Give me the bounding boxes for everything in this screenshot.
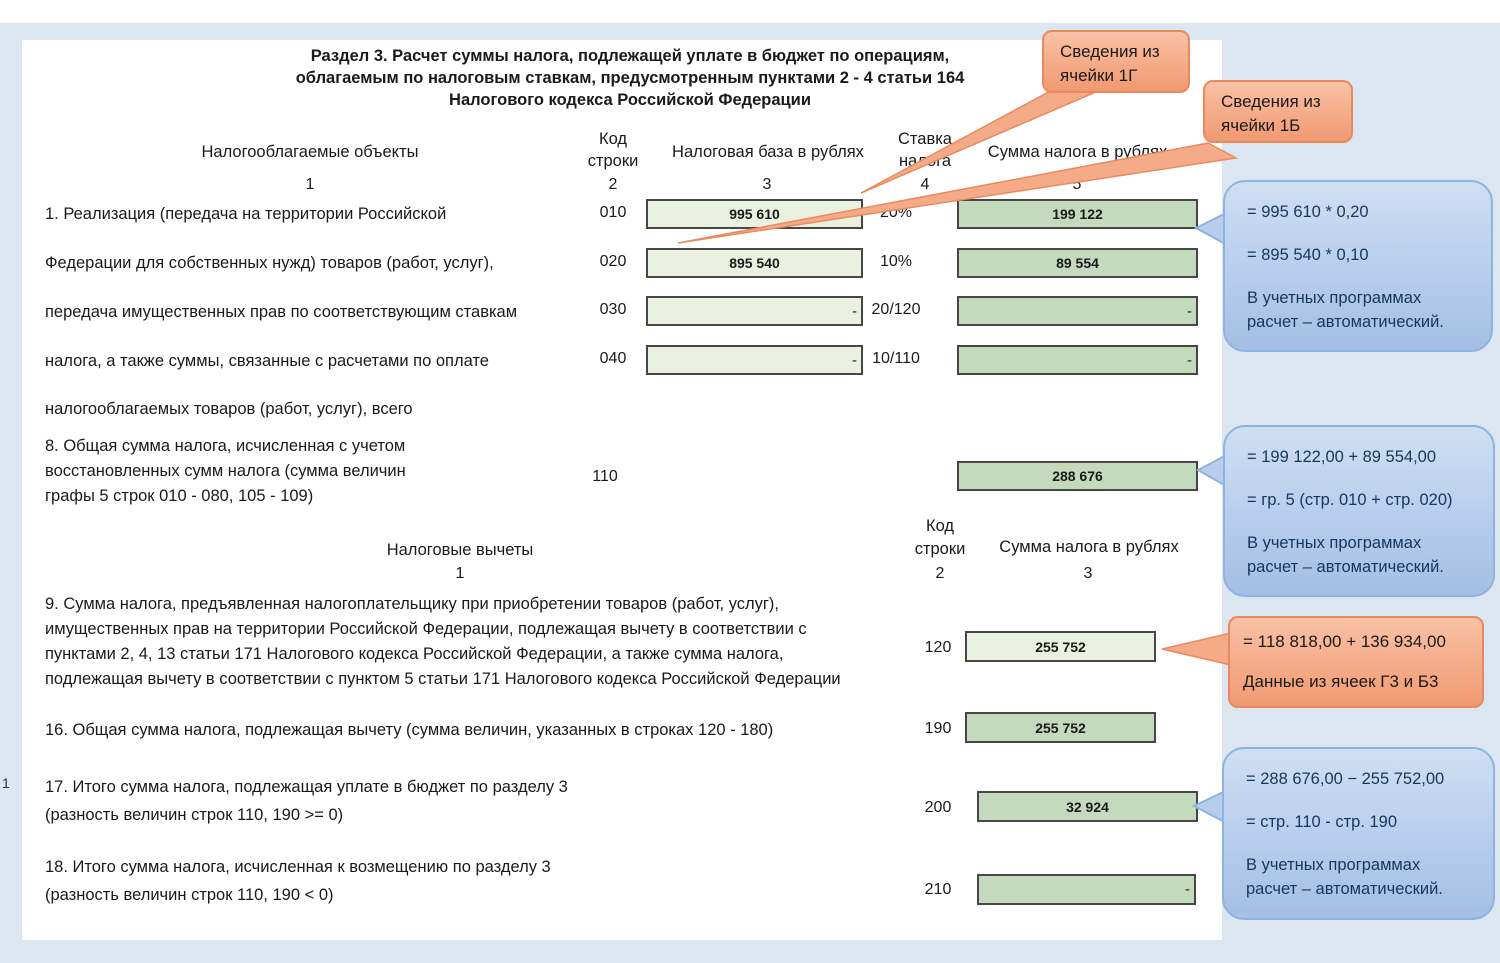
row9-text-line: 9. Сумма налога, предъявленная налогопла…	[45, 595, 780, 613]
section-title: Раздел 3. Расчет суммы налога, подлежаще…	[240, 45, 1020, 111]
callout-cell-1g: Сведения из ячейки 1Г	[1042, 30, 1190, 93]
column-number-2: 2	[935, 565, 945, 582]
field-sum-210[interactable]: -	[977, 874, 1196, 905]
field-base-030[interactable]: -	[646, 296, 863, 326]
tax-rate-030: 20/120	[871, 301, 921, 318]
row8-text-line: графы 5 строк 010 - 080, 105 - 109)	[45, 487, 314, 505]
row9-text-line: имущественных прав на территории Российс…	[45, 620, 807, 638]
row17-text-line: 17. Итого сумма налога, подлежащая уплат…	[45, 778, 568, 796]
row1-text-line: 1. Реализация (передача на территории Ро…	[45, 205, 447, 223]
row8-text-line: восстановленных сумм налога (сумма велич…	[45, 462, 406, 480]
row9-text-block: 9. Сумма налога, предъявленная налогопла…	[45, 592, 841, 692]
section-title-line: облагаемым по налоговым ставкам, предусм…	[295, 69, 965, 87]
row9-text-line: подлежащая вычету в соответствии с пункт…	[45, 670, 841, 688]
header-tax-rate: Ставка налога	[898, 130, 952, 170]
row16-text-line: 16. Общая сумма налога, подлежащая вычет…	[45, 721, 774, 739]
row-code-010: 010	[599, 204, 627, 221]
row-code-210: 210	[924, 881, 952, 898]
header-line-code: Код строки	[587, 130, 639, 170]
callout-calc-rows-010-020: = 995 610 * 0,20 = 895 540 * 0,10 В учет…	[1223, 180, 1493, 352]
tax-rate-010: 20%	[879, 204, 913, 221]
row-code-190: 190	[924, 720, 952, 737]
row9-text-line: пунктами 2, 4, 13 статьи 171 Налогового …	[45, 645, 784, 663]
callout-calc-row-200: = 288 676,00 − 255 752,00 = стр. 110 - с…	[1222, 747, 1495, 920]
field-sum-110[interactable]: 288 676	[957, 461, 1198, 491]
row8-text-line: 8. Общая сумма налога, исчисленная с уче…	[45, 437, 406, 455]
field-base-020[interactable]: 895 540	[646, 248, 863, 278]
column-number-1: 1	[455, 565, 465, 582]
row1-text-line: налогооблагаемых товаров (работ, услуг),…	[45, 400, 413, 418]
row-code-040: 040	[599, 350, 627, 367]
field-sum-010[interactable]: 199 122	[957, 199, 1198, 229]
section-title-line: Раздел 3. Расчет суммы налога, подлежаще…	[310, 47, 950, 65]
row-code-030: 030	[599, 301, 627, 318]
field-base-010[interactable]: 995 610	[646, 199, 863, 229]
header-tax-base: Налоговая база в рублях	[672, 143, 864, 161]
tax-rate-040: 10/110	[872, 350, 920, 367]
slide-margin-number: 1	[2, 775, 10, 791]
row1-text-line: Федерации для собственных нужд) товаров …	[45, 254, 494, 272]
row-code-020: 020	[599, 253, 627, 270]
field-sum-200[interactable]: 32 924	[977, 791, 1198, 822]
row-code-120: 120	[924, 639, 952, 656]
column-number-3: 3	[1083, 565, 1093, 582]
header-line-code: Код строки	[914, 517, 966, 558]
header-tax-deductions: Налоговые вычеты	[386, 541, 534, 559]
row18-text-line: 18. Итого сумма налога, исчисленная к во…	[45, 858, 551, 876]
row-code-200: 200	[924, 799, 952, 816]
column-number-4: 4	[920, 176, 930, 193]
field-sum-030[interactable]: -	[957, 296, 1198, 326]
field-sum-040[interactable]: -	[957, 345, 1198, 375]
callout-calc-row-120: = 118 818,00 + 136 934,00 Данные из ячее…	[1228, 616, 1484, 708]
row1-text-line: передача имущественных прав по соответст…	[45, 303, 518, 321]
callout-cell-1b: Сведения из ячейки 1Б	[1203, 80, 1353, 143]
field-base-040[interactable]: -	[646, 345, 863, 375]
column-number-1: 1	[305, 176, 315, 193]
row1-text-line: налога, а также суммы, связанные с расче…	[45, 352, 489, 370]
row17-text-line: (разность величин строк 110, 190 >= 0)	[45, 806, 344, 824]
section-title-line: Налогового кодекса Российской Федерации	[449, 91, 811, 109]
row-code-110: 110	[592, 468, 618, 485]
field-sum-020[interactable]: 89 554	[957, 248, 1198, 278]
tax-rate-020: 10%	[879, 253, 913, 270]
header-taxable-objects: Налогооблагаемые объекты	[201, 143, 419, 161]
row18-text-line: (разность величин строк 110, 190 < 0)	[45, 886, 334, 904]
column-number-5: 5	[1072, 176, 1082, 193]
header-tax-sum: Сумма налога в рублях	[987, 143, 1168, 161]
header-tax-sum: Сумма налога в рублях	[999, 538, 1179, 556]
field-sum-190[interactable]: 255 752	[965, 712, 1156, 743]
field-sum-120[interactable]: 255 752	[965, 631, 1156, 662]
column-number-3: 3	[762, 176, 772, 193]
callout-calc-row-110: = 199 122,00 + 89 554,00 = гр. 5 (стр. 0…	[1223, 425, 1495, 597]
column-number-2: 2	[608, 176, 618, 193]
